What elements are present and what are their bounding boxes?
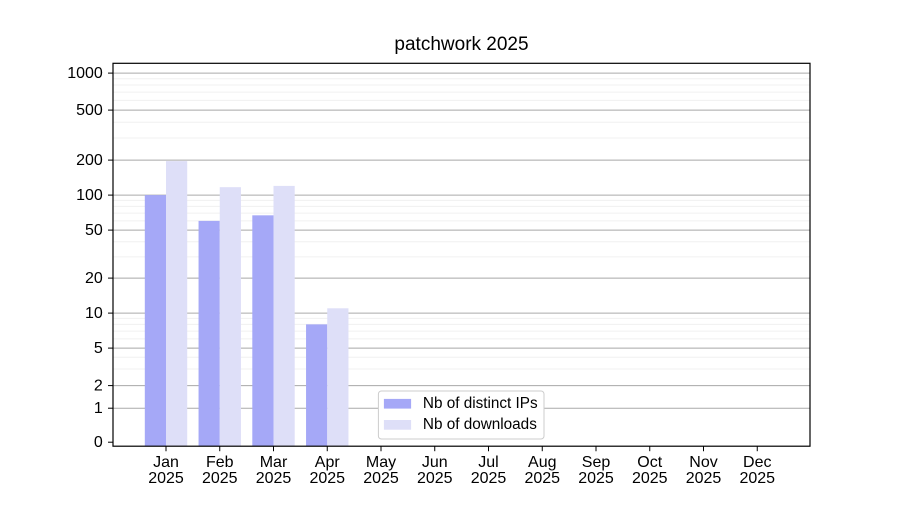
svg-text:200: 200 [76,152,103,169]
svg-text:2025: 2025 [471,470,507,487]
svg-text:Aug: Aug [528,454,556,471]
svg-text:Nb of distinct IPs: Nb of distinct IPs [423,395,538,412]
svg-text:5: 5 [94,340,103,357]
svg-text:Nb of downloads: Nb of downloads [423,416,537,433]
svg-text:Sep: Sep [582,454,611,471]
svg-text:20: 20 [85,270,103,287]
svg-text:1000: 1000 [67,65,103,82]
svg-text:Jan: Jan [153,454,179,471]
svg-text:500: 500 [76,102,103,119]
svg-text:May: May [366,454,396,471]
svg-text:2025: 2025 [202,470,238,487]
svg-text:Apr: Apr [315,454,341,471]
svg-text:Nov: Nov [689,454,717,471]
svg-text:Oct: Oct [637,454,662,471]
svg-text:0: 0 [94,434,103,451]
svg-text:2025: 2025 [578,470,614,487]
svg-text:2025: 2025 [686,470,722,487]
svg-text:1: 1 [94,400,103,417]
svg-text:2025: 2025 [256,470,292,487]
svg-text:Jul: Jul [478,454,498,471]
svg-text:2025: 2025 [417,470,453,487]
svg-text:Jun: Jun [422,454,448,471]
svg-text:2025: 2025 [309,470,345,487]
svg-text:Feb: Feb [206,454,234,471]
svg-text:2025: 2025 [739,470,775,487]
svg-text:100: 100 [76,187,103,204]
svg-text:10: 10 [85,305,103,322]
svg-text:Mar: Mar [260,454,288,471]
svg-text:patchwork 2025: patchwork 2025 [394,34,528,55]
svg-text:50: 50 [85,222,103,239]
svg-text:2025: 2025 [524,470,560,487]
svg-text:2025: 2025 [148,470,184,487]
svg-text:Dec: Dec [743,454,771,471]
svg-text:2025: 2025 [632,470,668,487]
svg-text:2: 2 [94,378,103,395]
svg-text:2025: 2025 [363,470,399,487]
